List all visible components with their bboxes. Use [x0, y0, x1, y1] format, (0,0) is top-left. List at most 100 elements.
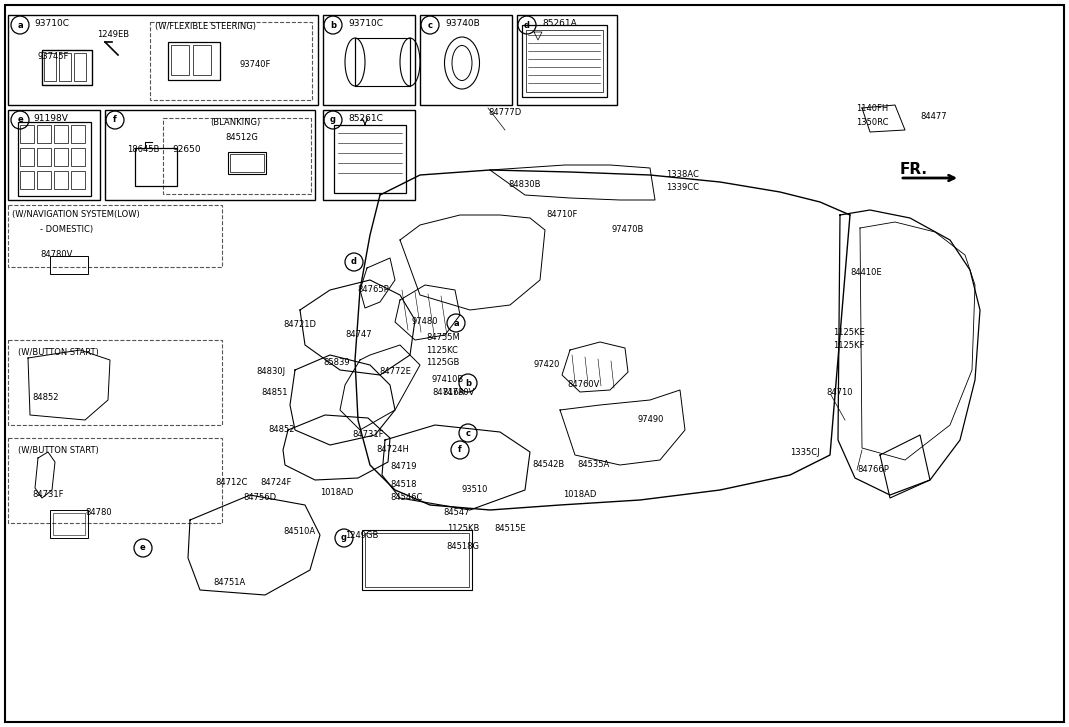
Text: (W/NAVIGATION SYSTEM(LOW): (W/NAVIGATION SYSTEM(LOW) [12, 210, 140, 219]
Bar [168, 42, 220, 80]
Text: 84731F: 84731F [32, 490, 63, 499]
Text: 84510A: 84510A [283, 527, 315, 536]
Bar [526, 30, 603, 92]
Text: 97420: 97420 [534, 360, 560, 369]
Text: 93710C: 93710C [34, 19, 69, 28]
Bar [162, 118, 311, 194]
Text: 84712C: 84712C [215, 478, 247, 487]
Text: 84731F: 84731F [352, 430, 384, 439]
Text: FR.: FR. [900, 162, 928, 177]
Bar [37, 171, 51, 189]
Text: 84724H: 84724H [376, 445, 408, 454]
Bar [420, 15, 512, 105]
Text: 84755M: 84755M [427, 333, 460, 342]
Bar [20, 171, 34, 189]
Text: 97490: 97490 [637, 415, 664, 424]
Text: (BLANKING): (BLANKING) [210, 118, 260, 127]
Text: 91198V: 91198V [33, 114, 67, 123]
Bar [37, 148, 51, 166]
Text: 84780V: 84780V [441, 388, 475, 397]
Text: 84546C: 84546C [390, 493, 422, 502]
Text: b: b [330, 20, 336, 30]
Text: 1018AD: 1018AD [563, 490, 597, 499]
Bar [55, 125, 68, 143]
Text: 84777D: 84777D [489, 108, 522, 117]
Text: 93510: 93510 [462, 485, 489, 494]
Bar [20, 125, 34, 143]
Bar [362, 530, 472, 590]
Text: 84518: 84518 [390, 480, 417, 489]
Text: 1350RC: 1350RC [856, 118, 888, 127]
Bar [522, 25, 607, 97]
Text: 84710: 84710 [826, 388, 852, 397]
Text: a: a [17, 20, 22, 30]
Bar [50, 256, 88, 274]
Text: 84780: 84780 [86, 508, 111, 517]
Text: d: d [524, 20, 530, 30]
Bar [323, 15, 415, 105]
Text: - DOMESTIC): - DOMESTIC) [40, 225, 93, 234]
Text: 84518G: 84518G [446, 542, 479, 551]
Text: 1125KB: 1125KB [447, 524, 479, 533]
Text: 92650: 92650 [172, 145, 201, 154]
Bar [71, 125, 86, 143]
Text: (W/BUTTON START): (W/BUTTON START) [18, 446, 98, 455]
Text: 84410E: 84410E [850, 268, 882, 277]
Text: 1249EB: 1249EB [97, 30, 129, 39]
Text: 84756D: 84756D [243, 493, 276, 502]
Text: 84765P: 84765P [357, 285, 389, 294]
Text: 93745F: 93745F [38, 52, 69, 61]
Bar [193, 45, 211, 75]
Text: 84830B: 84830B [508, 180, 541, 189]
Bar [135, 148, 177, 186]
Bar [228, 152, 266, 174]
Text: 18645B: 18645B [127, 145, 159, 154]
Bar [71, 148, 86, 166]
Text: 84766P: 84766P [857, 465, 889, 474]
Text: g: g [330, 116, 336, 124]
Text: 93740B: 93740B [445, 19, 480, 28]
Text: d: d [351, 257, 357, 267]
Text: 84515E: 84515E [494, 524, 526, 533]
Text: e: e [140, 544, 145, 553]
Text: g: g [341, 534, 347, 542]
Bar [50, 510, 88, 538]
Text: 97480: 97480 [410, 317, 437, 326]
Text: 1249GB: 1249GB [345, 531, 378, 540]
Text: 1125KE: 1125KE [833, 328, 865, 337]
Text: (W/BUTTON START): (W/BUTTON START) [18, 348, 98, 357]
Bar [7, 110, 100, 200]
Bar [59, 53, 71, 81]
Text: c: c [465, 428, 470, 438]
Text: 84719: 84719 [390, 462, 417, 471]
Bar [7, 438, 222, 523]
Text: e: e [17, 116, 22, 124]
Bar [230, 154, 264, 172]
Bar [150, 22, 312, 100]
Bar [355, 38, 410, 86]
Text: 1335CJ: 1335CJ [790, 448, 820, 457]
Text: a: a [453, 318, 459, 327]
Text: 84535A: 84535A [577, 460, 609, 469]
Text: 84760V: 84760V [567, 380, 600, 389]
Text: 84772E: 84772E [379, 367, 410, 376]
Text: 84477: 84477 [920, 112, 947, 121]
Text: 84780V: 84780V [40, 250, 73, 259]
Text: 97410B: 97410B [432, 375, 464, 384]
Text: 1339CC: 1339CC [666, 183, 699, 192]
Text: 1125GB: 1125GB [427, 358, 460, 367]
Text: 93710C: 93710C [348, 19, 383, 28]
Text: 97470B: 97470B [611, 225, 645, 234]
Text: 84512G: 84512G [224, 133, 258, 142]
Text: 85261C: 85261C [348, 114, 383, 123]
Text: 84547: 84547 [443, 508, 469, 517]
Bar [517, 15, 617, 105]
Text: 1338AC: 1338AC [666, 170, 699, 179]
Text: 84747: 84747 [345, 330, 372, 339]
Text: (W/FLEXIBLE STEERING): (W/FLEXIBLE STEERING) [155, 22, 255, 31]
Text: 1140FH: 1140FH [856, 104, 888, 113]
Text: 84542B: 84542B [532, 460, 564, 469]
Bar [55, 148, 68, 166]
Text: f: f [113, 116, 117, 124]
Bar [74, 53, 86, 81]
